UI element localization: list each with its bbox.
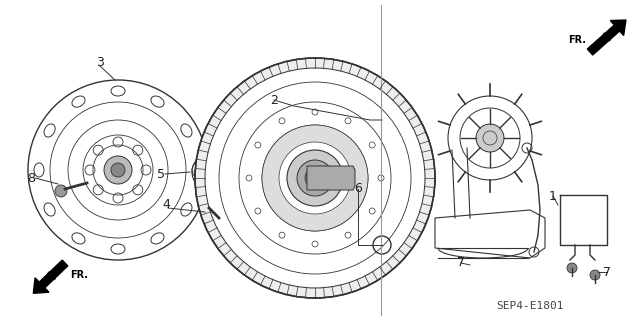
Circle shape [55,185,67,197]
Circle shape [262,125,368,231]
Text: FR.: FR. [70,270,88,280]
Text: 3: 3 [96,55,104,68]
Circle shape [215,214,225,224]
Text: 6: 6 [354,182,362,196]
Text: 5: 5 [157,167,165,180]
Polygon shape [39,260,68,288]
Text: 2: 2 [270,93,278,107]
Circle shape [206,69,424,287]
Text: 7: 7 [457,257,465,269]
Polygon shape [588,25,620,55]
Polygon shape [307,166,355,190]
Circle shape [279,142,351,214]
Circle shape [104,156,132,184]
Circle shape [111,163,125,177]
Circle shape [476,124,504,152]
Circle shape [287,150,343,206]
Text: FR.: FR. [568,35,586,45]
Circle shape [195,58,435,298]
Circle shape [590,270,600,280]
Circle shape [205,167,215,177]
Polygon shape [611,20,626,36]
Circle shape [567,263,577,273]
Text: 8: 8 [27,172,35,185]
Text: 1: 1 [549,189,557,203]
Text: 7: 7 [603,266,611,278]
Text: SEP4-E1801: SEP4-E1801 [496,301,564,311]
Text: 4: 4 [162,198,170,212]
Circle shape [297,160,333,196]
Polygon shape [33,278,49,293]
Circle shape [305,168,325,188]
